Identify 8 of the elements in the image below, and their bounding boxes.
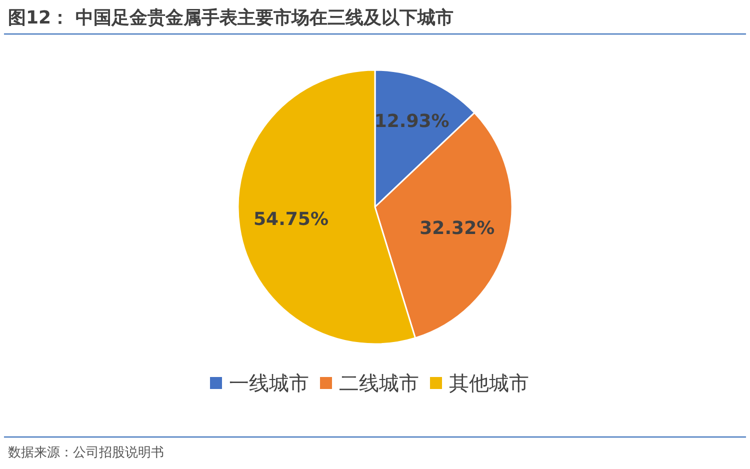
- legend-label: 其他城市: [449, 371, 529, 395]
- data-label: 32.32%: [420, 218, 495, 240]
- source-note: 数据来源：公司招股说明书: [8, 446, 164, 460]
- data-label: 12.93%: [374, 110, 450, 132]
- legend-label: 二线城市: [339, 371, 419, 395]
- data-label: 54.75%: [254, 209, 328, 230]
- chart-title: 图12： 中国足金贵金属手表主要市场在三线及以下城市: [8, 8, 454, 28]
- legend-label: 一线城市: [229, 371, 309, 395]
